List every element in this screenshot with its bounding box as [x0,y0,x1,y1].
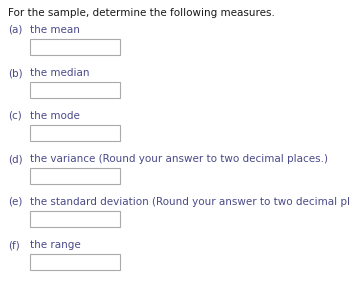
Text: the variance (Round your answer to two decimal places.): the variance (Round your answer to two d… [30,154,328,164]
Text: For the sample, determine the following measures.: For the sample, determine the following … [8,8,275,18]
Text: the range: the range [30,240,81,250]
Text: (a): (a) [8,25,22,35]
Bar [30,125,120,141]
Bar [30,211,120,227]
Bar [30,168,120,184]
Text: the standard deviation (Round your answer to two decimal places.): the standard deviation (Round your answe… [30,197,350,207]
Text: (d): (d) [8,154,23,164]
Bar [30,254,120,270]
Text: the mean: the mean [30,25,80,35]
Text: (f): (f) [8,240,20,250]
Bar [30,39,120,55]
Bar [30,82,120,98]
Text: (e): (e) [8,197,22,207]
Text: (b): (b) [8,68,23,78]
Text: the mode: the mode [30,111,80,121]
Text: (c): (c) [8,111,22,121]
Text: the median: the median [30,68,90,78]
